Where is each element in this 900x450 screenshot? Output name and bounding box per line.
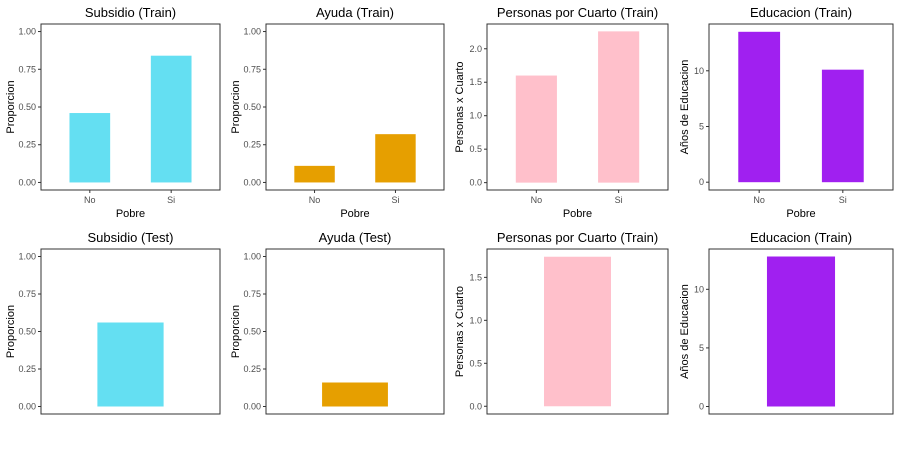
panel-border bbox=[265, 23, 445, 191]
chart-panel-7: Personas por Cuarto (Train) 0.0 0.5 1.0 1.5P… bbox=[454, 230, 669, 415]
y-tick-label: 0.50 bbox=[18, 102, 36, 112]
bar-si bbox=[821, 69, 864, 183]
x-tick-label: No bbox=[309, 195, 321, 205]
chart-title: Personas por Cuarto (Train) bbox=[497, 5, 658, 20]
chart-title: Ayuda (Test) bbox=[319, 230, 392, 245]
bar-no bbox=[69, 113, 111, 183]
x-tick-label: Si bbox=[839, 195, 847, 205]
y-tick-label: 1.5 bbox=[469, 77, 482, 87]
chart-title: Ayuda (Train) bbox=[316, 5, 394, 20]
y-tick-label: 1.0 bbox=[469, 315, 482, 325]
y-axis-label: Personas x Cuarto bbox=[454, 286, 466, 377]
y-tick-label: 2.0 bbox=[469, 44, 482, 54]
chart-title: Personas por Cuarto (Train) bbox=[497, 230, 658, 245]
bar-no bbox=[515, 75, 557, 183]
panel-border bbox=[486, 248, 669, 415]
y-tick-label: 0.0 bbox=[469, 178, 482, 188]
y-tick-label: 0.00 bbox=[243, 402, 261, 412]
y-tick-label: 0.50 bbox=[18, 327, 36, 337]
x-axis-label: Pobre bbox=[340, 208, 369, 220]
y-tick-label: 10 bbox=[694, 66, 704, 76]
chart-panel-5: Subsidio (Test) 0.00 0.25 0.50 0.75 1.00 Propo… bbox=[5, 230, 221, 415]
x-tick-label: No bbox=[84, 195, 96, 205]
x-axis-label: Pobre bbox=[786, 208, 815, 220]
bar-total bbox=[544, 256, 611, 407]
chart-title: Educacion (Train) bbox=[750, 230, 852, 245]
chart-title: Educacion (Train) bbox=[750, 5, 852, 20]
y-tick-label: 0.75 bbox=[243, 289, 261, 299]
y-tick-label: 0.25 bbox=[18, 140, 36, 150]
bar-total bbox=[97, 322, 164, 407]
panel-border bbox=[486, 23, 669, 191]
chart-title: Subsidio (Test) bbox=[88, 230, 174, 245]
x-tick-label: Si bbox=[167, 195, 175, 205]
x-tick-label: Si bbox=[615, 195, 623, 205]
y-tick-label: 0.5 bbox=[469, 144, 482, 154]
y-axis-label: Personas x Cuarto bbox=[454, 61, 466, 152]
y-tick-label: 1.00 bbox=[18, 27, 36, 37]
x-tick-label: Si bbox=[391, 195, 399, 205]
y-tick-label: 0.0 bbox=[469, 401, 482, 411]
bar-si bbox=[598, 31, 640, 183]
y-tick-label: 0.75 bbox=[18, 64, 36, 74]
chart-panel-1: Subsidio (Train) 0.00 0.25 0.50 0.75 1.00 No Si… bbox=[5, 5, 221, 220]
y-axis-label: Años de Educacion bbox=[679, 284, 691, 379]
y-axis-label: Proporcion bbox=[230, 305, 242, 358]
chart-panel-6: Ayuda (Test) 0.00 0.25 0.50 0.75 1.00 Proporci… bbox=[230, 230, 445, 415]
y-tick-label: 5 bbox=[699, 343, 704, 353]
y-tick-label: 0 bbox=[699, 177, 704, 187]
y-axis-label: Proporcion bbox=[5, 80, 17, 133]
panel-border bbox=[708, 248, 894, 415]
y-axis-label: Años de Educacion bbox=[679, 60, 691, 155]
chart-panel-2: Ayuda (Train) 0.00 0.25 0.50 0.75 1.00 No Si Pob… bbox=[230, 5, 445, 220]
y-tick-label: 5 bbox=[699, 121, 704, 131]
x-axis-label: Pobre bbox=[563, 208, 592, 220]
y-axis-label: Proporcion bbox=[230, 80, 242, 133]
y-tick-label: 0.00 bbox=[243, 177, 261, 187]
panel-border bbox=[40, 23, 221, 191]
y-tick-label: 0.00 bbox=[18, 402, 36, 412]
y-tick-label: 0.50 bbox=[243, 102, 261, 112]
bar-no bbox=[294, 165, 335, 183]
bar-no bbox=[738, 31, 781, 183]
y-tick-label: 0.25 bbox=[243, 140, 261, 150]
y-tick-label: 1.00 bbox=[243, 252, 261, 262]
y-tick-label: 0.00 bbox=[18, 177, 36, 187]
y-tick-label: 0.25 bbox=[18, 364, 36, 374]
x-axis-label: Pobre bbox=[116, 208, 145, 220]
y-tick-label: 0 bbox=[699, 402, 704, 412]
x-tick-label: No bbox=[753, 195, 765, 205]
y-axis-label: Proporcion bbox=[5, 305, 17, 358]
y-tick-label: 0.25 bbox=[243, 364, 261, 374]
y-tick-label: 10 bbox=[694, 284, 704, 294]
bar-total bbox=[766, 256, 836, 407]
panel-border bbox=[708, 23, 894, 191]
y-tick-label: 1.00 bbox=[243, 27, 261, 37]
y-tick-label: 0.75 bbox=[243, 64, 261, 74]
y-tick-label: 1.0 bbox=[469, 111, 482, 121]
x-tick-label: No bbox=[531, 195, 543, 205]
bar-si bbox=[375, 134, 416, 183]
chart-title: Subsidio (Train) bbox=[85, 5, 176, 20]
chart-panel-3: Personas por Cuarto (Train) 0.0 0.5 1.0 1.5 2… bbox=[454, 5, 669, 220]
y-tick-label: 1.00 bbox=[18, 252, 36, 262]
y-tick-label: 0.75 bbox=[18, 289, 36, 299]
bar-total bbox=[322, 382, 388, 407]
y-tick-label: 0.50 bbox=[243, 327, 261, 337]
y-tick-label: 0.5 bbox=[469, 358, 482, 368]
bar-si bbox=[150, 55, 192, 183]
y-tick-label: 1.5 bbox=[469, 272, 482, 282]
chart-panel-4: Educacion (Train) 0 5 10 No Si Pobre Años de Ed… bbox=[679, 5, 894, 220]
